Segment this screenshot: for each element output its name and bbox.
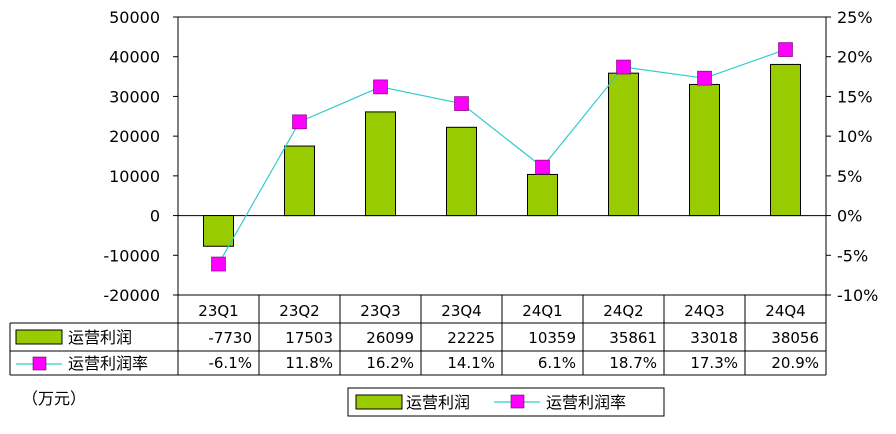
y-axis-tick-label: 0 xyxy=(150,207,160,226)
y-axis-tick-label: -20000 xyxy=(103,286,160,305)
line-marker xyxy=(535,159,550,175)
x-axis-tick-label: 24Q4 xyxy=(765,302,805,320)
x-axis-tick-label: 23Q4 xyxy=(441,302,481,320)
table-cell: 16.2% xyxy=(366,354,414,372)
bar xyxy=(284,145,315,217)
table-cell: 11.8% xyxy=(285,354,333,372)
line-marker xyxy=(211,256,226,272)
y2-axis-tick-label: 10% xyxy=(837,127,873,146)
table-cell: 18.7% xyxy=(609,354,657,372)
y2-axis-tick-label: 5% xyxy=(837,167,862,186)
legend-key-bar xyxy=(355,394,403,410)
table-cell: 6.1% xyxy=(538,354,576,372)
bar xyxy=(365,111,396,217)
bar xyxy=(608,72,639,217)
table-cell: 14.1% xyxy=(447,354,495,372)
y-axis-tick-label: 50000 xyxy=(109,8,160,27)
table-cell: 17.3% xyxy=(690,354,738,372)
bar xyxy=(446,126,477,217)
line-marker xyxy=(616,59,631,75)
table-row-label: 运营利润 xyxy=(68,328,132,347)
y2-axis-tick-label: 15% xyxy=(837,87,873,106)
table-cell: 26099 xyxy=(366,329,414,347)
y-axis-tick-label: 30000 xyxy=(109,87,160,106)
y-axis-tick-label: 10000 xyxy=(109,167,160,186)
series-line xyxy=(217,48,786,265)
y-axis-tick-label: -10000 xyxy=(103,246,160,265)
table-cell: 22225 xyxy=(447,329,495,347)
table-cell: -6.1% xyxy=(208,354,252,372)
table-cell: 10359 xyxy=(528,329,576,347)
x-axis-tick-label: 23Q1 xyxy=(198,302,238,320)
plot-area xyxy=(177,16,827,296)
y2-axis-tick-label: 20% xyxy=(837,48,873,67)
y2-axis-tick-label: -10% xyxy=(837,286,878,305)
legend-label: 运营利润 xyxy=(406,393,470,412)
bar xyxy=(203,215,234,247)
legend-label: 运营利润率 xyxy=(546,393,626,412)
unit-label: （万元） xyxy=(22,389,87,408)
line-marker xyxy=(697,70,712,86)
table-row-label: 运营利润率 xyxy=(68,354,148,373)
y2-axis-tick-label: -5% xyxy=(837,246,868,265)
line-marker xyxy=(373,79,388,95)
bar xyxy=(689,83,720,217)
line-marker xyxy=(292,114,307,130)
table-cell: 17503 xyxy=(285,329,333,347)
table-cell: 35861 xyxy=(609,329,657,347)
x-axis-tick-label: 24Q1 xyxy=(522,302,562,320)
table-cell: -7730 xyxy=(208,329,252,347)
table-cell: 33018 xyxy=(690,329,738,347)
table-cell: 20.9% xyxy=(771,354,819,372)
legend-key-marker xyxy=(510,394,525,409)
line-marker xyxy=(778,42,793,57)
y-axis-tick-label: 20000 xyxy=(109,127,160,146)
table-key-bar xyxy=(15,329,63,345)
y2-axis-tick-label: 25% xyxy=(837,8,873,27)
x-axis-tick-label: 23Q2 xyxy=(279,302,319,320)
x-axis-tick-label: 24Q3 xyxy=(684,302,724,320)
line-marker xyxy=(454,96,469,111)
y-axis-tick-label: 40000 xyxy=(109,48,160,67)
bar xyxy=(770,63,801,217)
y2-axis-tick-label: 0% xyxy=(837,207,862,226)
x-axis-tick-label: 24Q2 xyxy=(603,302,643,320)
table-cell: 38056 xyxy=(771,329,819,347)
table-key-marker xyxy=(32,356,47,371)
x-axis-tick-label: 23Q3 xyxy=(360,302,400,320)
bar xyxy=(527,173,558,217)
